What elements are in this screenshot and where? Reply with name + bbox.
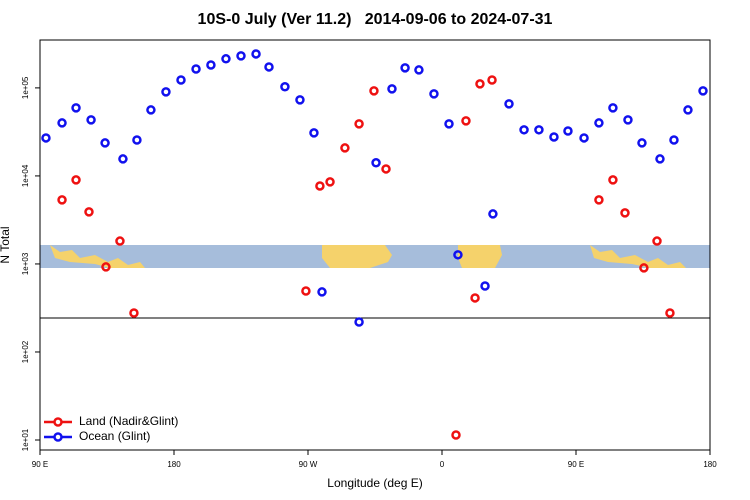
point <box>400 63 410 73</box>
y-tick-label: 1e+04 <box>21 164 30 187</box>
point <box>623 115 633 125</box>
point <box>487 75 497 85</box>
x-tick-label: 90 E <box>568 460 584 469</box>
point <box>387 84 397 94</box>
point <box>132 135 142 145</box>
point <box>221 54 231 64</box>
point <box>652 236 662 246</box>
x-tick-label: 90 W <box>299 460 318 469</box>
point <box>309 128 319 138</box>
point <box>519 125 529 135</box>
y-tick-label: 1e+01 <box>21 428 30 451</box>
y-tick-label: 1e+05 <box>21 76 30 99</box>
point <box>475 79 485 89</box>
point <box>295 95 305 105</box>
point <box>371 158 381 168</box>
point <box>451 430 461 440</box>
point <box>470 293 480 303</box>
point <box>315 181 325 191</box>
point <box>637 138 647 148</box>
point <box>206 60 216 70</box>
point <box>191 64 201 74</box>
point <box>461 116 471 126</box>
point <box>325 177 335 187</box>
point <box>683 105 693 115</box>
point <box>86 115 96 125</box>
point <box>429 89 439 99</box>
point <box>280 82 290 92</box>
point <box>115 236 125 246</box>
point <box>57 118 67 128</box>
x-tick-label: 180 <box>703 460 717 469</box>
point <box>301 286 311 296</box>
point <box>563 126 573 136</box>
chart-title: 10S-0 July (Ver 11.2) 2014-09-06 to 2024… <box>198 11 553 28</box>
point <box>665 308 675 318</box>
point <box>381 164 391 174</box>
point <box>594 195 604 205</box>
point <box>444 119 454 129</box>
point <box>340 143 350 153</box>
point <box>698 86 708 96</box>
point <box>264 62 274 72</box>
point <box>71 103 81 113</box>
point <box>655 154 665 164</box>
y-tick-label: 1e+03 <box>21 252 30 275</box>
x-axis-label: Longitude (deg E) <box>327 476 422 490</box>
point <box>534 125 544 135</box>
x-tick-label: 0 <box>440 460 445 469</box>
y-axis-label: N Total <box>0 226 12 263</box>
point <box>669 135 679 145</box>
point <box>488 209 498 219</box>
point <box>354 119 364 129</box>
point <box>251 49 261 59</box>
point <box>639 263 649 273</box>
x-tick-label: 90 E <box>32 460 48 469</box>
point <box>236 51 246 61</box>
point <box>369 86 379 96</box>
point <box>480 281 490 291</box>
point <box>146 105 156 115</box>
point <box>100 138 110 148</box>
point <box>71 175 81 185</box>
point <box>176 75 186 85</box>
point <box>101 262 111 272</box>
legend-label: Land (Nadir&Glint) <box>79 414 178 428</box>
legend-label: Ocean (Glint) <box>79 429 150 443</box>
point <box>620 208 630 218</box>
point <box>317 287 327 297</box>
point <box>549 132 559 142</box>
y-tick-label: 1e+02 <box>21 340 30 363</box>
point <box>504 99 514 109</box>
point <box>414 65 424 75</box>
point <box>41 133 51 143</box>
point <box>84 207 94 217</box>
point <box>608 175 618 185</box>
map-strip <box>40 245 710 268</box>
x-tick-label: 180 <box>167 460 181 469</box>
point <box>118 154 128 164</box>
point <box>57 195 67 205</box>
point <box>594 118 604 128</box>
point <box>579 133 589 143</box>
point <box>453 250 463 260</box>
point <box>161 87 171 97</box>
plot-frame <box>39 39 711 451</box>
legend-marker <box>53 417 63 427</box>
legend-marker <box>53 432 63 442</box>
point <box>129 308 139 318</box>
point <box>608 103 618 113</box>
point <box>354 317 364 327</box>
